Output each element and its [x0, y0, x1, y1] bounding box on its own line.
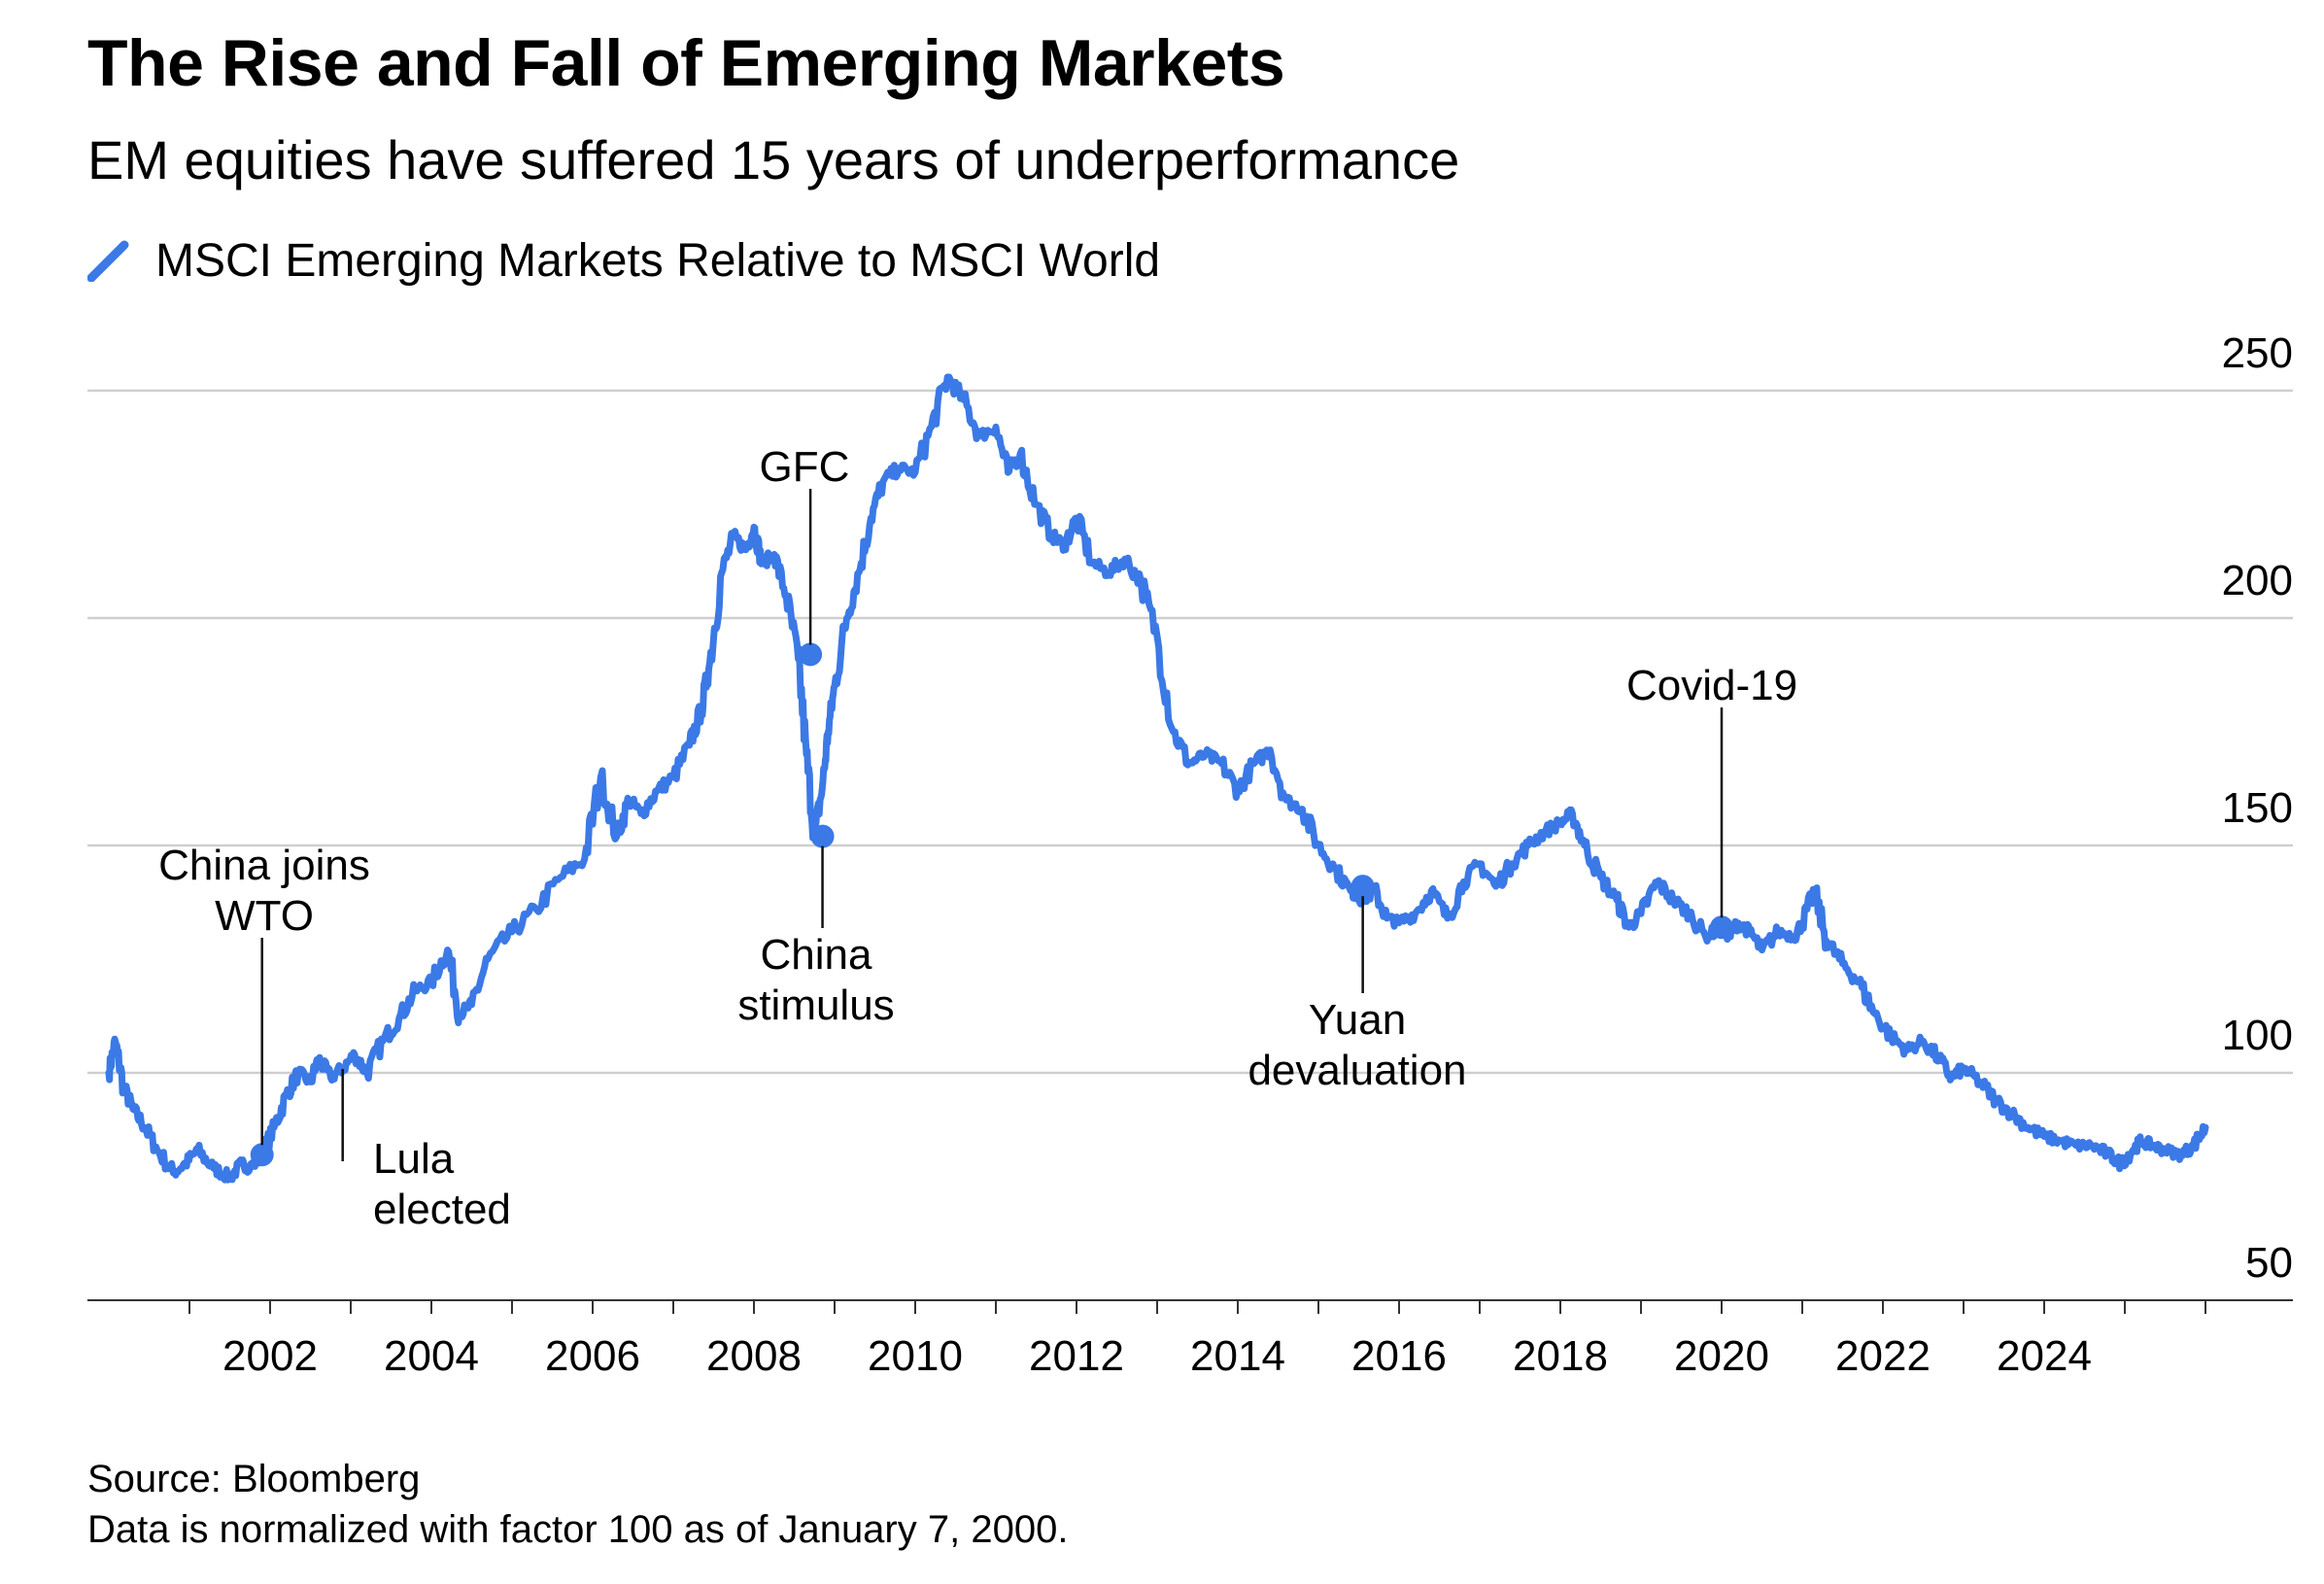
annotation-label-yuan-devaluation-1: devaluation	[1247, 1047, 1466, 1094]
legend-label: MSCI Emerging Markets Relative to MSCI W…	[155, 234, 1161, 287]
x-tick-label-2010: 2010	[868, 1332, 963, 1380]
y-tick-label-250: 250	[2222, 329, 2293, 377]
y-tick-label-150: 150	[2222, 784, 2293, 832]
grid-layer: 50 100 150 200 250	[87, 329, 2293, 1301]
x-tick-label-2014: 2014	[1190, 1332, 1285, 1380]
chart-subtitle: EM equities have suffered 15 years of un…	[87, 129, 1460, 190]
annotation-label-china-stimulus-0: China	[761, 931, 872, 979]
annotation-covid-19: Covid-19	[1626, 662, 1797, 940]
y-tick-label-100: 100	[2222, 1012, 2293, 1059]
y-tick-label-200: 200	[2222, 557, 2293, 604]
annotation-label-china-stimulus-1: stimulus	[737, 981, 894, 1029]
x-tick-label-2018: 2018	[1513, 1332, 1608, 1380]
annotation-marker-china-stimulus	[810, 824, 835, 848]
annotation-label-lula-elected-0: Lula	[373, 1135, 455, 1183]
annotation-layer: China joinsWTOLulaelectedGFCChinastimulu…	[158, 443, 1797, 1233]
annotation-marker-gfc	[799, 642, 823, 667]
annotation-label-covid-19-0: Covid-19	[1626, 662, 1797, 709]
y-tick-label-50: 50	[2245, 1239, 2293, 1287]
x-axis: 2002 2004 2006 2008 2010 2012 2014 2016 2018 2020…	[188, 1300, 2206, 1380]
chart-title: The Rise and Fall of Emerging Markets	[87, 26, 1285, 100]
legend-line-icon	[87, 240, 129, 282]
x-tick-label-2020: 2020	[1674, 1332, 1769, 1380]
x-tick-label-2024: 2024	[1997, 1332, 2092, 1380]
x-tick-label-2002: 2002	[222, 1332, 318, 1380]
annotation-label-china-joins-wto-1: WTO	[215, 892, 314, 940]
annotation-label-gfc-0: GFC	[760, 443, 850, 491]
annotation-label-china-joins-wto-0: China joins	[158, 842, 370, 889]
annotation-marker-covid-19	[1710, 915, 1733, 940]
series-line-msci-em-relative	[105, 373, 2209, 1184]
x-tick-label-2008: 2008	[706, 1332, 802, 1380]
x-tick-label-2004: 2004	[384, 1332, 479, 1380]
annotation-marker-china-joins-wto	[250, 1143, 274, 1167]
x-tick-label-2016: 2016	[1351, 1332, 1447, 1380]
legend: MSCI Emerging Markets Relative to MSCI W…	[87, 233, 1160, 288]
x-tick-label-2022: 2022	[1835, 1332, 1931, 1380]
x-tick-label-2012: 2012	[1029, 1332, 1124, 1380]
annotation-gfc: GFC	[760, 443, 850, 667]
series-layer	[105, 373, 2209, 1184]
annotation-label-yuan-devaluation-0: Yuan	[1309, 996, 1406, 1044]
annotation-label-lula-elected-1: elected	[373, 1186, 511, 1233]
annotation-marker-yuan-devaluation	[1350, 875, 1375, 899]
normalization-note: Data is normalized with factor 100 as of…	[87, 1508, 1069, 1551]
source-note: Source: Bloomberg	[87, 1458, 421, 1500]
x-tick-label-2006: 2006	[545, 1332, 640, 1380]
